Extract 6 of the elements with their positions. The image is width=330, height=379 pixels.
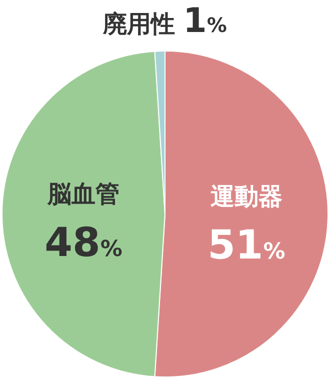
slice-label: 運動器 [210, 182, 282, 211]
data-label: 1% [183, 1, 227, 41]
slice-label: 廃用性 [102, 10, 176, 38]
slice-label: 脳血管 [46, 180, 120, 208]
data-label: 51% [208, 222, 286, 269]
data-label: 48% [44, 220, 122, 266]
